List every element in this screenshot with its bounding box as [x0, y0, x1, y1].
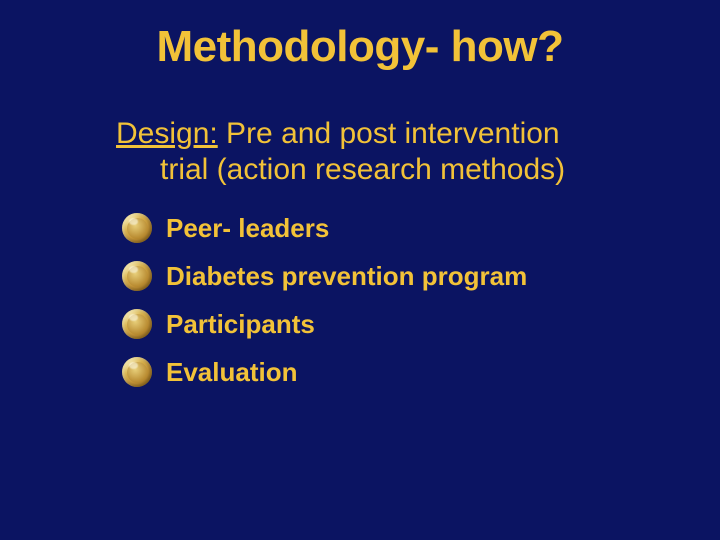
slide: Methodology- how? Design: Pre and post i…: [0, 0, 720, 540]
slide-title: Methodology- how?: [0, 22, 720, 72]
coin-bullet-icon: [122, 261, 152, 291]
subtitle-underlined-prefix: Design:: [116, 117, 218, 150]
coin-bullet-icon: [122, 213, 152, 243]
list-item: Peer- leaders: [122, 204, 527, 252]
bullet-label: Participants: [166, 309, 527, 340]
subtitle-rest-line1: Pre and post intervention: [218, 117, 560, 150]
list-item: Participants: [122, 300, 527, 348]
slide-subtitle: Design: Pre and post intervention trial …: [116, 116, 565, 188]
subtitle-line-1: Design: Pre and post intervention: [116, 116, 565, 152]
coin-bullet-icon: [122, 357, 152, 387]
coin-bullet-icon: [122, 309, 152, 339]
bullet-label: Peer- leaders: [166, 213, 527, 244]
subtitle-line-2: trial (action research methods): [116, 152, 565, 188]
list-item: Evaluation: [122, 348, 527, 396]
bullet-label: Evaluation: [166, 357, 527, 388]
list-item: Diabetes prevention program: [122, 252, 527, 300]
bullet-label: Diabetes prevention program: [166, 261, 527, 292]
bullet-list: Peer- leaders Diabetes prevention progra…: [122, 204, 527, 396]
